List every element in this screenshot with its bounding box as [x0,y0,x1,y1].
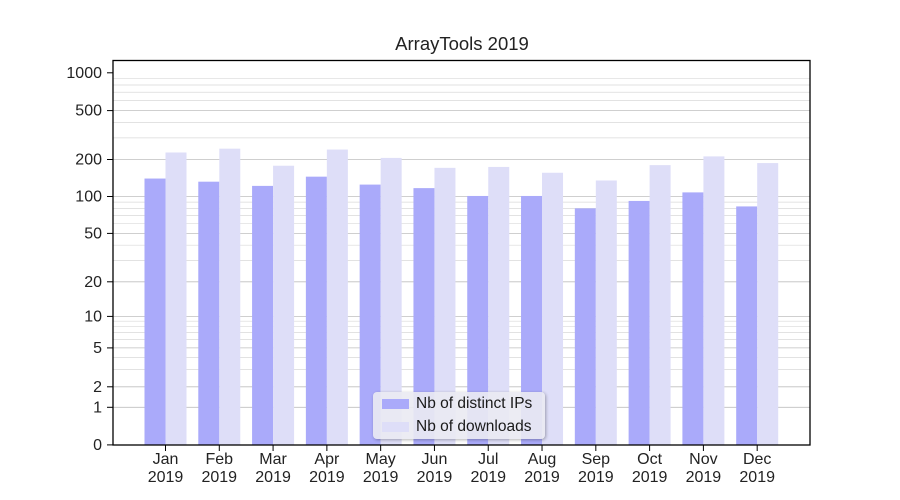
svg-text:1: 1 [93,399,102,416]
svg-text:2019: 2019 [524,469,560,486]
svg-text:100: 100 [75,189,102,206]
svg-text:ArrayTools 2019: ArrayTools 2019 [395,33,529,54]
svg-text:2019: 2019 [470,469,506,486]
svg-text:2019: 2019 [632,469,668,486]
svg-text:2019: 2019 [255,469,291,486]
svg-text:2019: 2019 [417,469,453,486]
svg-text:2019: 2019 [578,469,614,486]
svg-text:Aug: Aug [528,451,556,468]
svg-text:2: 2 [93,379,102,396]
svg-text:Apr: Apr [314,451,340,468]
svg-text:2019: 2019 [148,469,184,486]
svg-text:Jan: Jan [153,451,179,468]
svg-text:Nov: Nov [689,451,717,468]
svg-text:0: 0 [93,437,102,454]
svg-text:Dec: Dec [743,451,771,468]
svg-text:50: 50 [84,225,102,242]
svg-text:2019: 2019 [739,469,775,486]
svg-text:2019: 2019 [201,469,237,486]
svg-text:Sep: Sep [582,451,611,468]
svg-text:200: 200 [75,152,102,169]
svg-text:2019: 2019 [363,469,399,486]
svg-text:Oct: Oct [637,451,662,468]
svg-text:Mar: Mar [259,451,287,468]
svg-text:10: 10 [84,308,102,325]
svg-text:Jul: Jul [478,451,498,468]
svg-text:May: May [366,451,396,468]
svg-text:2019: 2019 [309,469,345,486]
svg-text:2019: 2019 [686,469,722,486]
svg-text:1000: 1000 [66,65,102,82]
svg-text:Feb: Feb [206,451,234,468]
svg-text:5: 5 [93,340,102,357]
svg-text:20: 20 [84,274,102,291]
svg-text:Jun: Jun [422,451,448,468]
svg-text:500: 500 [75,103,102,120]
